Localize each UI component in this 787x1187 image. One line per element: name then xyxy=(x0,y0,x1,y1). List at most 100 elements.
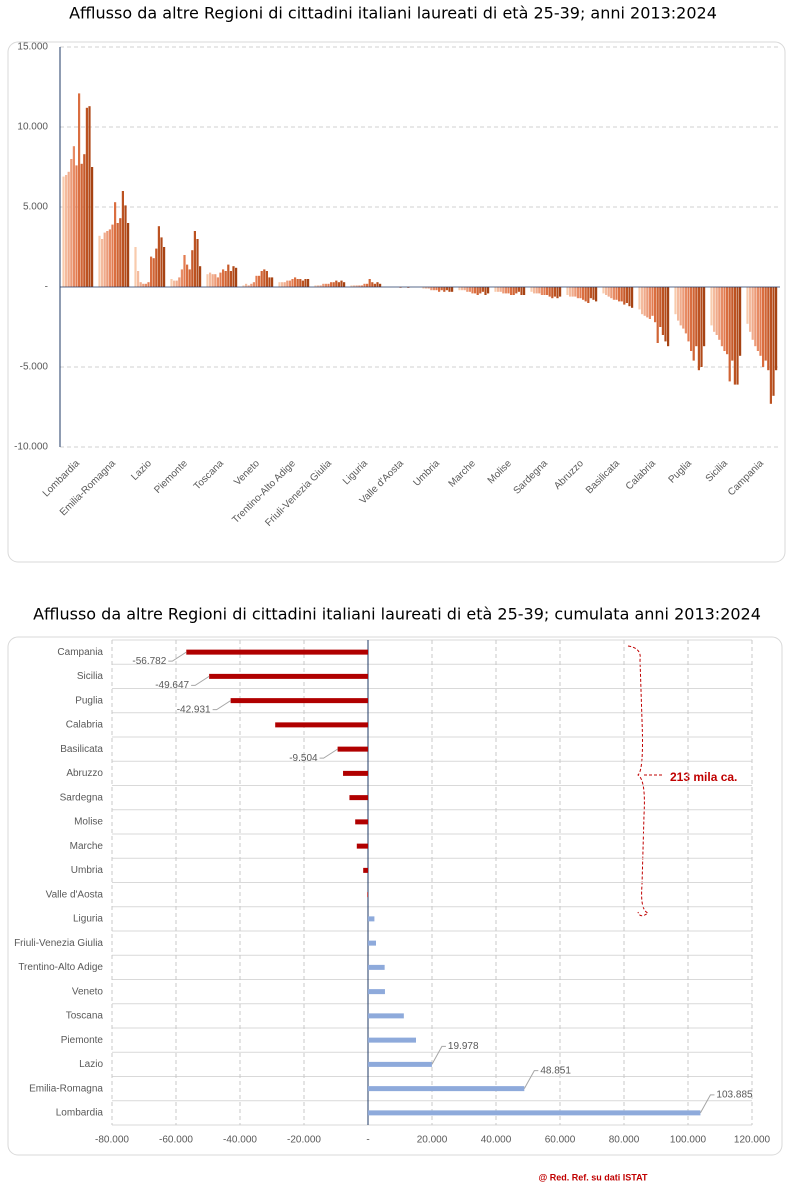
bar xyxy=(479,287,482,294)
bar xyxy=(186,264,189,287)
bar xyxy=(358,285,361,287)
bar xyxy=(368,1110,701,1116)
bar xyxy=(265,271,268,287)
bar xyxy=(121,191,124,287)
bar xyxy=(576,287,579,299)
bar xyxy=(196,239,199,287)
bar xyxy=(337,746,368,752)
bar xyxy=(764,287,767,361)
x-tick-label: 20.000 xyxy=(417,1135,448,1146)
bar xyxy=(504,287,507,294)
bar xyxy=(250,283,253,287)
bar xyxy=(515,287,518,294)
x-tick-label: -40.000 xyxy=(223,1135,257,1146)
x-tick-label: 120.000 xyxy=(734,1135,771,1146)
y-tick-label: Marche xyxy=(70,841,104,852)
bar xyxy=(559,287,562,297)
source: @ Red. Ref. su dati ISTAT xyxy=(539,1172,648,1182)
bar xyxy=(746,287,749,324)
bar xyxy=(487,287,490,294)
y-tick-label: Toscana xyxy=(66,1011,104,1022)
bar xyxy=(144,283,147,287)
bar xyxy=(371,282,374,287)
bar xyxy=(343,770,368,776)
bar xyxy=(720,287,723,347)
leader-line xyxy=(319,748,338,759)
bar xyxy=(435,287,438,291)
bar xyxy=(648,287,651,319)
data-label: 19.978 xyxy=(448,1041,479,1052)
bar xyxy=(227,264,230,287)
bar xyxy=(360,285,363,287)
bar xyxy=(553,287,556,297)
y-tick-label: Valle d'Aosta xyxy=(46,889,104,900)
leader-line xyxy=(168,651,187,662)
bar xyxy=(530,287,533,292)
bar xyxy=(80,163,83,287)
bar xyxy=(425,287,428,289)
bar xyxy=(643,287,646,316)
data-label: -56.782 xyxy=(132,656,166,667)
bar xyxy=(288,280,291,287)
bar xyxy=(731,287,734,361)
bar xyxy=(641,287,644,315)
bar xyxy=(728,287,731,382)
bar xyxy=(155,248,158,287)
bar xyxy=(726,287,729,355)
bar xyxy=(443,287,446,292)
y-tick-label: Piemonte xyxy=(61,1035,104,1046)
bar xyxy=(654,287,657,323)
y-tick-label: Emilia-Romagna xyxy=(29,1083,103,1094)
y-tick-label: -10.000 xyxy=(14,442,48,453)
bar xyxy=(368,964,385,970)
bar xyxy=(769,287,772,404)
bar xyxy=(235,267,238,287)
bar xyxy=(623,287,626,305)
bar xyxy=(163,247,166,287)
bar xyxy=(548,287,551,297)
bar xyxy=(356,843,368,849)
x-tick-label: -80.000 xyxy=(95,1135,129,1146)
bar xyxy=(147,282,150,287)
bar xyxy=(307,279,310,287)
bar xyxy=(180,269,183,287)
bar xyxy=(579,287,582,299)
leader-line xyxy=(523,1070,539,1089)
y-tick-label: Abruzzo xyxy=(66,768,103,779)
x-tick-label: 100.000 xyxy=(670,1135,707,1146)
y-tick-label: Puglia xyxy=(75,695,103,706)
y-tick-label: -5.000 xyxy=(20,362,49,373)
leader-line xyxy=(191,675,210,686)
bar xyxy=(718,287,721,340)
bar xyxy=(540,287,543,295)
panel xyxy=(7,41,786,563)
bar xyxy=(368,1061,432,1067)
bar xyxy=(592,287,595,300)
brace xyxy=(627,645,650,917)
bar xyxy=(461,287,464,291)
bar xyxy=(98,235,101,287)
bar xyxy=(322,283,325,287)
bar xyxy=(368,989,385,995)
bar xyxy=(324,283,327,287)
bar xyxy=(432,287,435,291)
bar xyxy=(319,285,322,287)
bar xyxy=(775,287,778,371)
bar xyxy=(296,279,299,287)
bar xyxy=(445,287,448,291)
bar xyxy=(523,287,526,295)
bar xyxy=(628,287,631,307)
bar xyxy=(373,283,376,287)
bar xyxy=(571,287,574,297)
y-tick-label: Campania xyxy=(57,647,103,658)
bar xyxy=(271,277,274,287)
bar xyxy=(584,287,587,302)
bar xyxy=(193,231,196,287)
bar xyxy=(772,287,775,396)
bar xyxy=(612,287,615,300)
bar xyxy=(116,223,119,287)
bar xyxy=(677,287,680,321)
bar xyxy=(535,287,538,294)
bar xyxy=(245,283,248,287)
bar xyxy=(458,287,461,291)
